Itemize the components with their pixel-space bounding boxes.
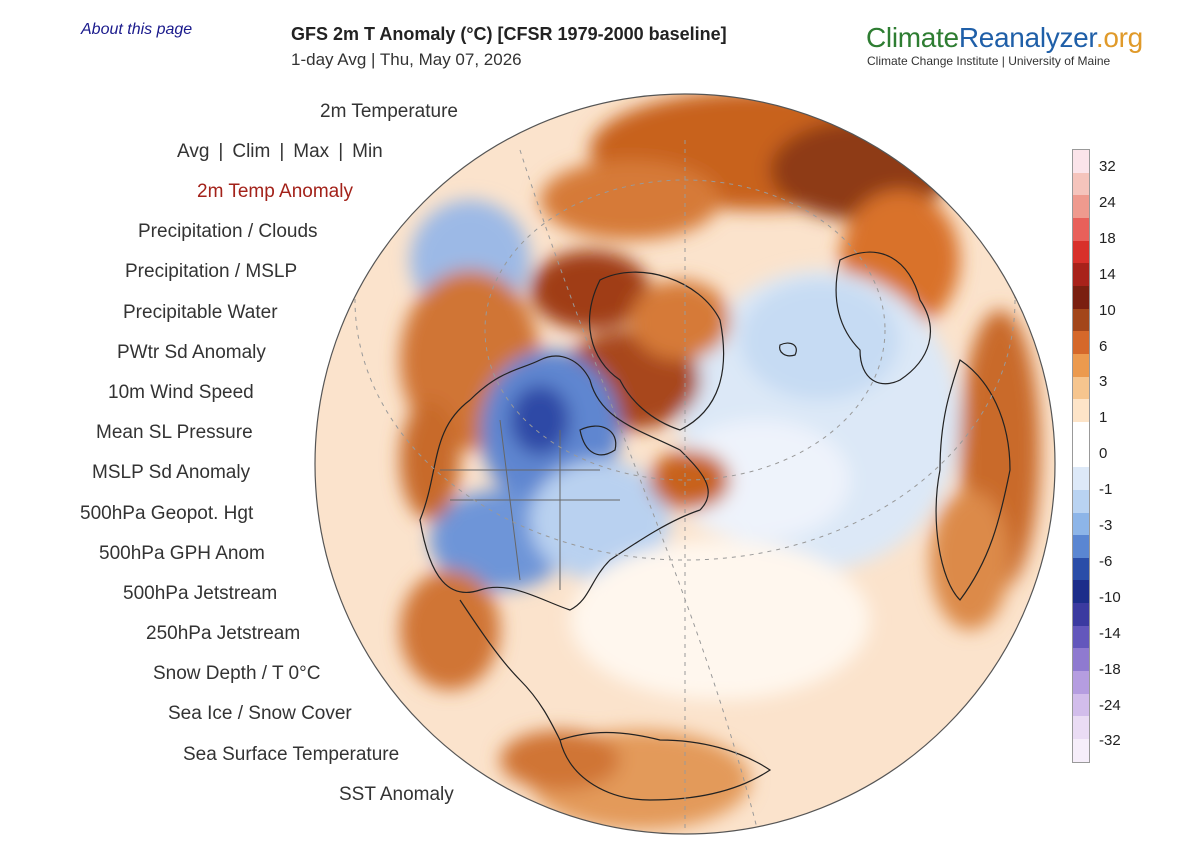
menu-10m-wind-speed[interactable]: 10m Wind Speed bbox=[108, 382, 254, 403]
colorbar-tick-label: -6 bbox=[1099, 552, 1113, 570]
menu-max[interactable]: Max bbox=[293, 141, 330, 162]
menu-2m-temp-anomaly[interactable]: 2m Temp Anomaly bbox=[197, 181, 353, 202]
colorbar-segment bbox=[1073, 512, 1089, 536]
colorbar-tick-label: -3 bbox=[1099, 517, 1113, 534]
menu-avg[interactable]: Avg bbox=[177, 141, 210, 162]
colorbar-segment bbox=[1073, 150, 1089, 173]
colorbar-segment bbox=[1073, 263, 1089, 286]
colorbar-tick-label: 18 bbox=[1099, 229, 1116, 247]
colorbar-segment bbox=[1073, 557, 1089, 581]
colorbar-segment bbox=[1073, 172, 1089, 196]
menu-mean-sl-pressure[interactable]: Mean SL Pressure bbox=[96, 422, 253, 443]
about-link[interactable]: About this page bbox=[81, 21, 193, 38]
colorbar-segment bbox=[1073, 308, 1089, 332]
menu-2m-temperature[interactable]: 2m Temperature bbox=[320, 101, 458, 122]
colorbar-tick-label: -10 bbox=[1099, 588, 1121, 606]
colorbar-tick-label: 3 bbox=[1099, 373, 1108, 391]
menu-precipitable-water[interactable]: Precipitable Water bbox=[123, 302, 278, 323]
colorbar-tick-label: 32 bbox=[1099, 158, 1116, 175]
colorbar-tick-label: 6 bbox=[1099, 337, 1108, 355]
colorbar-segment bbox=[1073, 716, 1089, 740]
colorbar-tick-label: 24 bbox=[1099, 193, 1116, 211]
logo-subtitle: Climate Change Institute | University of… bbox=[867, 54, 1111, 68]
colorbar-segment bbox=[1073, 671, 1089, 694]
colorbar-tick-label: -32 bbox=[1099, 732, 1121, 750]
logo-text-org: .org bbox=[1095, 22, 1143, 53]
colorbar-segment bbox=[1073, 444, 1089, 468]
menu-min[interactable]: Min bbox=[352, 141, 383, 162]
colorbar-segment bbox=[1073, 399, 1089, 422]
colorbar-segment bbox=[1073, 467, 1089, 490]
map-subtitle: 1-day Avg | Thu, May 07, 2026 bbox=[291, 50, 522, 69]
menu-snow-depth[interactable]: Snow Depth / T 0°C bbox=[153, 663, 321, 684]
colorbar-segment bbox=[1073, 489, 1089, 513]
borders bbox=[440, 419, 620, 590]
menu-250hpa-jetstream[interactable]: 250hPa Jetstream bbox=[146, 623, 301, 644]
menu-sea-surface-temperature[interactable]: Sea Surface Temperature bbox=[183, 744, 400, 765]
menu-pwtr-sd-anomaly[interactable]: PWtr Sd Anomaly bbox=[117, 342, 266, 363]
menu-500hpa-geopot-hgt[interactable]: 500hPa Geopot. Hgt bbox=[80, 503, 254, 524]
menu-clim[interactable]: Clim bbox=[232, 141, 271, 162]
colorbar-segment bbox=[1073, 353, 1089, 377]
menu-mslp-sd-anomaly[interactable]: MSLP Sd Anomaly bbox=[92, 462, 251, 483]
colorbar-tick-label: -1 bbox=[1099, 481, 1113, 499]
site-logo[interactable]: ClimateReanalyzer.org bbox=[866, 22, 1143, 54]
menu-sst-anomaly[interactable]: SST Anomaly bbox=[339, 784, 454, 805]
menu-500hpa-gph-anom[interactable]: 500hPa GPH Anom bbox=[99, 543, 265, 564]
menu-sea-ice-snow-cover[interactable]: Sea Ice / Snow Cover bbox=[168, 703, 352, 724]
menu-500hpa-jetstream[interactable]: 500hPa Jetstream bbox=[123, 583, 278, 604]
temperature-submenu: Avg | Clim | Max | Min bbox=[177, 141, 383, 163]
menu-precipitation-mslp[interactable]: Precipitation / MSLP bbox=[125, 261, 298, 282]
colorbar-tick-label: 1 bbox=[1099, 409, 1108, 427]
colorbar-tick-label: -14 bbox=[1099, 624, 1121, 642]
colorbar-tick-label: -24 bbox=[1099, 696, 1121, 714]
colorbar-tick-label: 14 bbox=[1099, 265, 1116, 283]
separator: | bbox=[218, 141, 224, 162]
colorbar-tick-label: 10 bbox=[1099, 301, 1116, 319]
colorbar-tick-label: -18 bbox=[1099, 660, 1121, 678]
colorbar-segment bbox=[1073, 648, 1089, 672]
colorbar-segment bbox=[1073, 240, 1089, 264]
colorbar-segment bbox=[1073, 285, 1089, 309]
map-title: GFS 2m T Anomaly (°C) [CFSR 1979-2000 ba… bbox=[291, 24, 727, 44]
coastlines bbox=[419, 251, 1011, 801]
separator: | bbox=[338, 141, 344, 162]
separator: | bbox=[279, 141, 285, 162]
logo-text-climate: Climate bbox=[866, 22, 959, 53]
logo-text-reanalyzer: Reanalyzer bbox=[958, 22, 1096, 53]
colorbar-segment bbox=[1073, 217, 1089, 241]
colorbar-segment bbox=[1073, 603, 1089, 626]
colorbar-tick-label: 0 bbox=[1099, 445, 1108, 463]
colorbar-segment bbox=[1073, 739, 1089, 762]
colorbar-segment bbox=[1073, 580, 1089, 604]
colorbar-segment bbox=[1073, 331, 1089, 354]
colorbar-segment bbox=[1073, 693, 1089, 717]
colorbar-segment bbox=[1073, 195, 1089, 218]
colorbar-segment bbox=[1073, 535, 1089, 558]
colorbar-segment bbox=[1073, 421, 1089, 445]
colorbar-segment bbox=[1073, 625, 1089, 649]
colorbar bbox=[1072, 149, 1090, 763]
globe-outline bbox=[314, 93, 1056, 835]
colorbar-segment bbox=[1073, 376, 1089, 400]
menu-precipitation-clouds[interactable]: Precipitation / Clouds bbox=[138, 221, 318, 242]
graticule bbox=[354, 94, 1016, 834]
